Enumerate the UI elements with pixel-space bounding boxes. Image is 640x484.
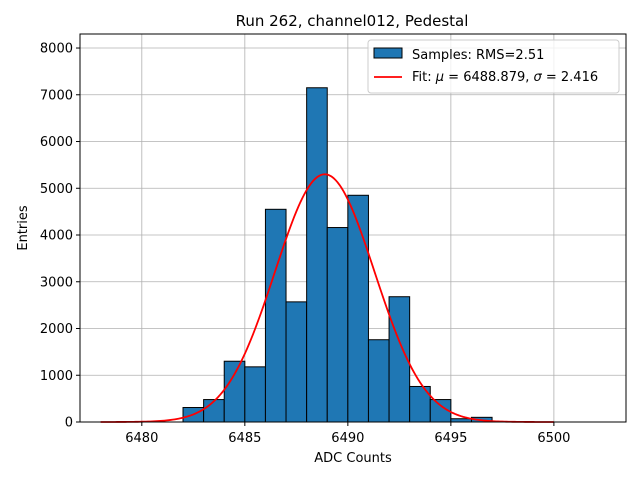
y-axis-ticks: 0 1000 2000 3000 4000 5000 6000 7000 8000 [40,42,80,431]
legend-swatch-samples [373,47,403,59]
x-tick-label: 6490 [331,431,364,446]
legend-fit-prefix: Fit: [412,70,436,85]
x-tick-label: 6500 [537,431,570,446]
fit-curve [100,173,554,423]
histogram-bar [223,360,246,423]
y-tick-label: 3000 [40,275,73,290]
histogram-bar [306,87,328,423]
x-tick-label: 6480 [125,431,158,446]
histogram-bar [285,301,308,423]
y-tick-label: 0 [65,416,73,431]
x-axis-label: ADC Counts [314,451,392,466]
x-tick-label: 6485 [228,431,261,446]
x-tick-label: 6495 [434,431,467,446]
legend-fit-mu-text: = 6488.879, [444,70,533,85]
histogram-bar [244,366,266,423]
legend-fit-mu-symbol: μ [435,70,444,85]
plot-frame [79,33,627,423]
y-axis-label: Entries [16,205,31,251]
legend-label-fit: Fit: μ = 6488.879, σ = 2.416 [412,70,598,85]
histogram-bar [326,227,349,423]
legend-fit-sigma-text: = 2.416 [542,70,598,85]
y-tick-label: 6000 [40,135,73,150]
legend-box [367,39,620,94]
fit-curve-group [100,173,554,423]
histogram-bar [203,399,225,423]
y-tick-label: 7000 [40,88,73,103]
y-tick-label: 4000 [40,229,73,244]
y-tick-label: 8000 [40,42,73,57]
histogram-bar [347,194,369,423]
histogram-bar [264,208,287,423]
y-tick-label: 2000 [40,322,73,337]
legend-fit-sigma-symbol: σ [534,70,543,85]
y-tick-label: 1000 [40,369,73,384]
legend: Samples: RMS=2.51 Fit: μ = 6488.879, σ =… [367,39,620,94]
legend-label-samples: Samples: RMS=2.51 [412,48,544,63]
histogram-bar [367,339,390,423]
chart-title: Run 262, channel012, Pedestal [236,12,469,30]
x-axis-ticks: 6480 6485 6490 6495 6500 [125,422,570,446]
y-tick-label: 5000 [40,182,73,197]
